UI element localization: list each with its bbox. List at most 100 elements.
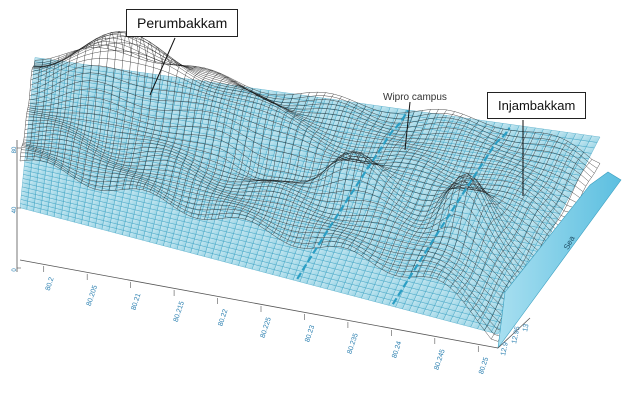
- terrain-mesh-line-v: [122, 41, 157, 190]
- terrain-mesh-line-v: [388, 117, 472, 274]
- terrain-mesh-line-v: [306, 109, 375, 249]
- terrain-mesh-line-v: [368, 109, 447, 261]
- channel-line: [391, 127, 511, 305]
- sea-surface: [497, 171, 622, 350]
- water-mesh-cell: [267, 90, 278, 97]
- z-tick-label: 40: [12, 206, 18, 213]
- water-mesh-cell: [275, 91, 286, 98]
- terrain-mesh-line-v: [67, 42, 92, 174]
- terrain-mesh-line-v: [443, 132, 536, 283]
- terrain-mesh-line-v: [74, 38, 100, 179]
- x-tick-label: 80.205: [86, 284, 99, 307]
- terrain-mesh-line-v: [258, 92, 318, 226]
- callout-leader: [149, 37, 176, 96]
- callout-perumbakkam: Perumbakkam: [126, 9, 239, 37]
- terrain-mesh-line-v: [327, 113, 399, 247]
- terrain-mesh-line-v: [176, 73, 221, 210]
- terrain-mesh-line-v: [115, 37, 149, 191]
- terrain-mesh-line-v: [26, 59, 44, 161]
- terrain-mesh-line-v: [463, 137, 560, 303]
- terrain-mesh-line-v: [197, 85, 245, 219]
- sea-layer: [497, 171, 622, 350]
- terrain-mesh-line-v: [210, 91, 262, 220]
- x-tick-label: 80.235: [347, 332, 360, 355]
- terrain-mesh-line-v: [415, 128, 504, 277]
- y-tick-label: 13: [522, 323, 530, 332]
- z-tick-label: 0: [12, 268, 18, 272]
- x-tick-label: 80.25: [478, 356, 490, 375]
- terrain-mesh-line-v: [484, 152, 585, 331]
- x-tick-label: 80.215: [173, 300, 186, 323]
- terrain-mesh-line-v: [347, 110, 423, 249]
- x-axis-line: [19, 259, 499, 349]
- terrain-mesh-line-v: [231, 94, 286, 218]
- x-tick-label: 80.24: [391, 340, 403, 359]
- terrain-mesh-line-v: [429, 131, 520, 278]
- y-tick-label: 12.9: [500, 342, 510, 357]
- x-tick-label: 80.225: [260, 316, 273, 339]
- y-axis-line: [497, 317, 531, 349]
- terrain-mesh-line-v: [245, 93, 302, 220]
- terrain-mesh-line-v: [33, 58, 52, 160]
- callout-wipro-campus: Wipro campus: [383, 92, 447, 103]
- x-tick-label: 80.2: [45, 276, 56, 291]
- water-mesh-cell: [588, 135, 601, 143]
- terrain-mesh-line-v: [265, 92, 326, 231]
- terrain-mesh-line-v: [142, 58, 181, 190]
- terrain-mesh-line-v: [340, 111, 415, 248]
- terrain-mesh-line-v: [190, 81, 237, 217]
- water-mesh-cell: [82, 64, 92, 70]
- terrain-mesh-line-v: [19, 60, 36, 162]
- terrain-mesh-line-v: [395, 120, 480, 276]
- y-tick-label: 12.95: [511, 326, 522, 345]
- x-tick-label: 80.23: [304, 324, 316, 343]
- terrain-mesh-line-v: [361, 109, 439, 256]
- terrain-mesh-line-v: [60, 47, 84, 170]
- terrain-mesh-line-v: [224, 94, 278, 219]
- terrain-mesh-line-v: [170, 70, 213, 205]
- terrain-mesh-line-v: [470, 141, 568, 312]
- terrain-mesh-line-v: [40, 55, 60, 161]
- terrain-mesh-line-v: [313, 111, 383, 249]
- terrain-mesh-line-v: [183, 76, 229, 214]
- terrain-mesh-line-v: [135, 52, 173, 189]
- terrain-mesh-line-v: [354, 109, 431, 252]
- terrain-mesh-line-v: [381, 113, 463, 270]
- terrain-mesh-line-v: [477, 146, 576, 322]
- terrain-mesh-line-v: [156, 66, 197, 196]
- terrain-mesh-line-v: [88, 32, 116, 187]
- x-tick-label: 80.21: [130, 292, 142, 311]
- terrain-mesh-line-v: [333, 112, 407, 247]
- terrain-mesh-line-v: [402, 124, 488, 278]
- x-tick-label: 80.22: [217, 308, 229, 327]
- terrain-mesh-line-v: [292, 102, 359, 247]
- terrain-mesh-line-v: [81, 34, 108, 184]
- terrain-mesh-line-v: [299, 106, 367, 248]
- terrain-mesh-line-v: [456, 134, 552, 295]
- terrain-mesh-line-v: [279, 96, 342, 240]
- terrain-mesh-line-v: [204, 88, 254, 220]
- callout-leader: [404, 101, 411, 151]
- terrain-mesh-line-v: [149, 64, 189, 193]
- callout-lines: [149, 37, 524, 196]
- terrain-mesh-line-v: [272, 93, 334, 235]
- terrain-mesh-line-v: [94, 30, 125, 190]
- terrain-mesh-line-v: [129, 46, 165, 189]
- terrain-layer: [19, 30, 601, 342]
- channel-line: [296, 109, 409, 280]
- z-tick-label: 80: [12, 146, 18, 153]
- terrain-mesh-line-v: [374, 111, 455, 266]
- x-tick-label: 80.245: [433, 348, 446, 371]
- terrain-mesh-line-v: [47, 52, 68, 163]
- terrain-mesh-line-v: [217, 93, 270, 219]
- terrain-mesh-line-v: [286, 99, 350, 244]
- terrain-mesh-line-v: [408, 126, 496, 278]
- terrain-mesh-line-v: [163, 67, 205, 200]
- water-layer: [19, 57, 601, 335]
- callout-injambakkam: Injambakkam: [487, 92, 587, 119]
- terrain-mesh-line-v: [251, 92, 310, 222]
- terrain-mesh-line-v: [53, 50, 76, 166]
- terrain-mesh-line-v: [422, 130, 512, 277]
